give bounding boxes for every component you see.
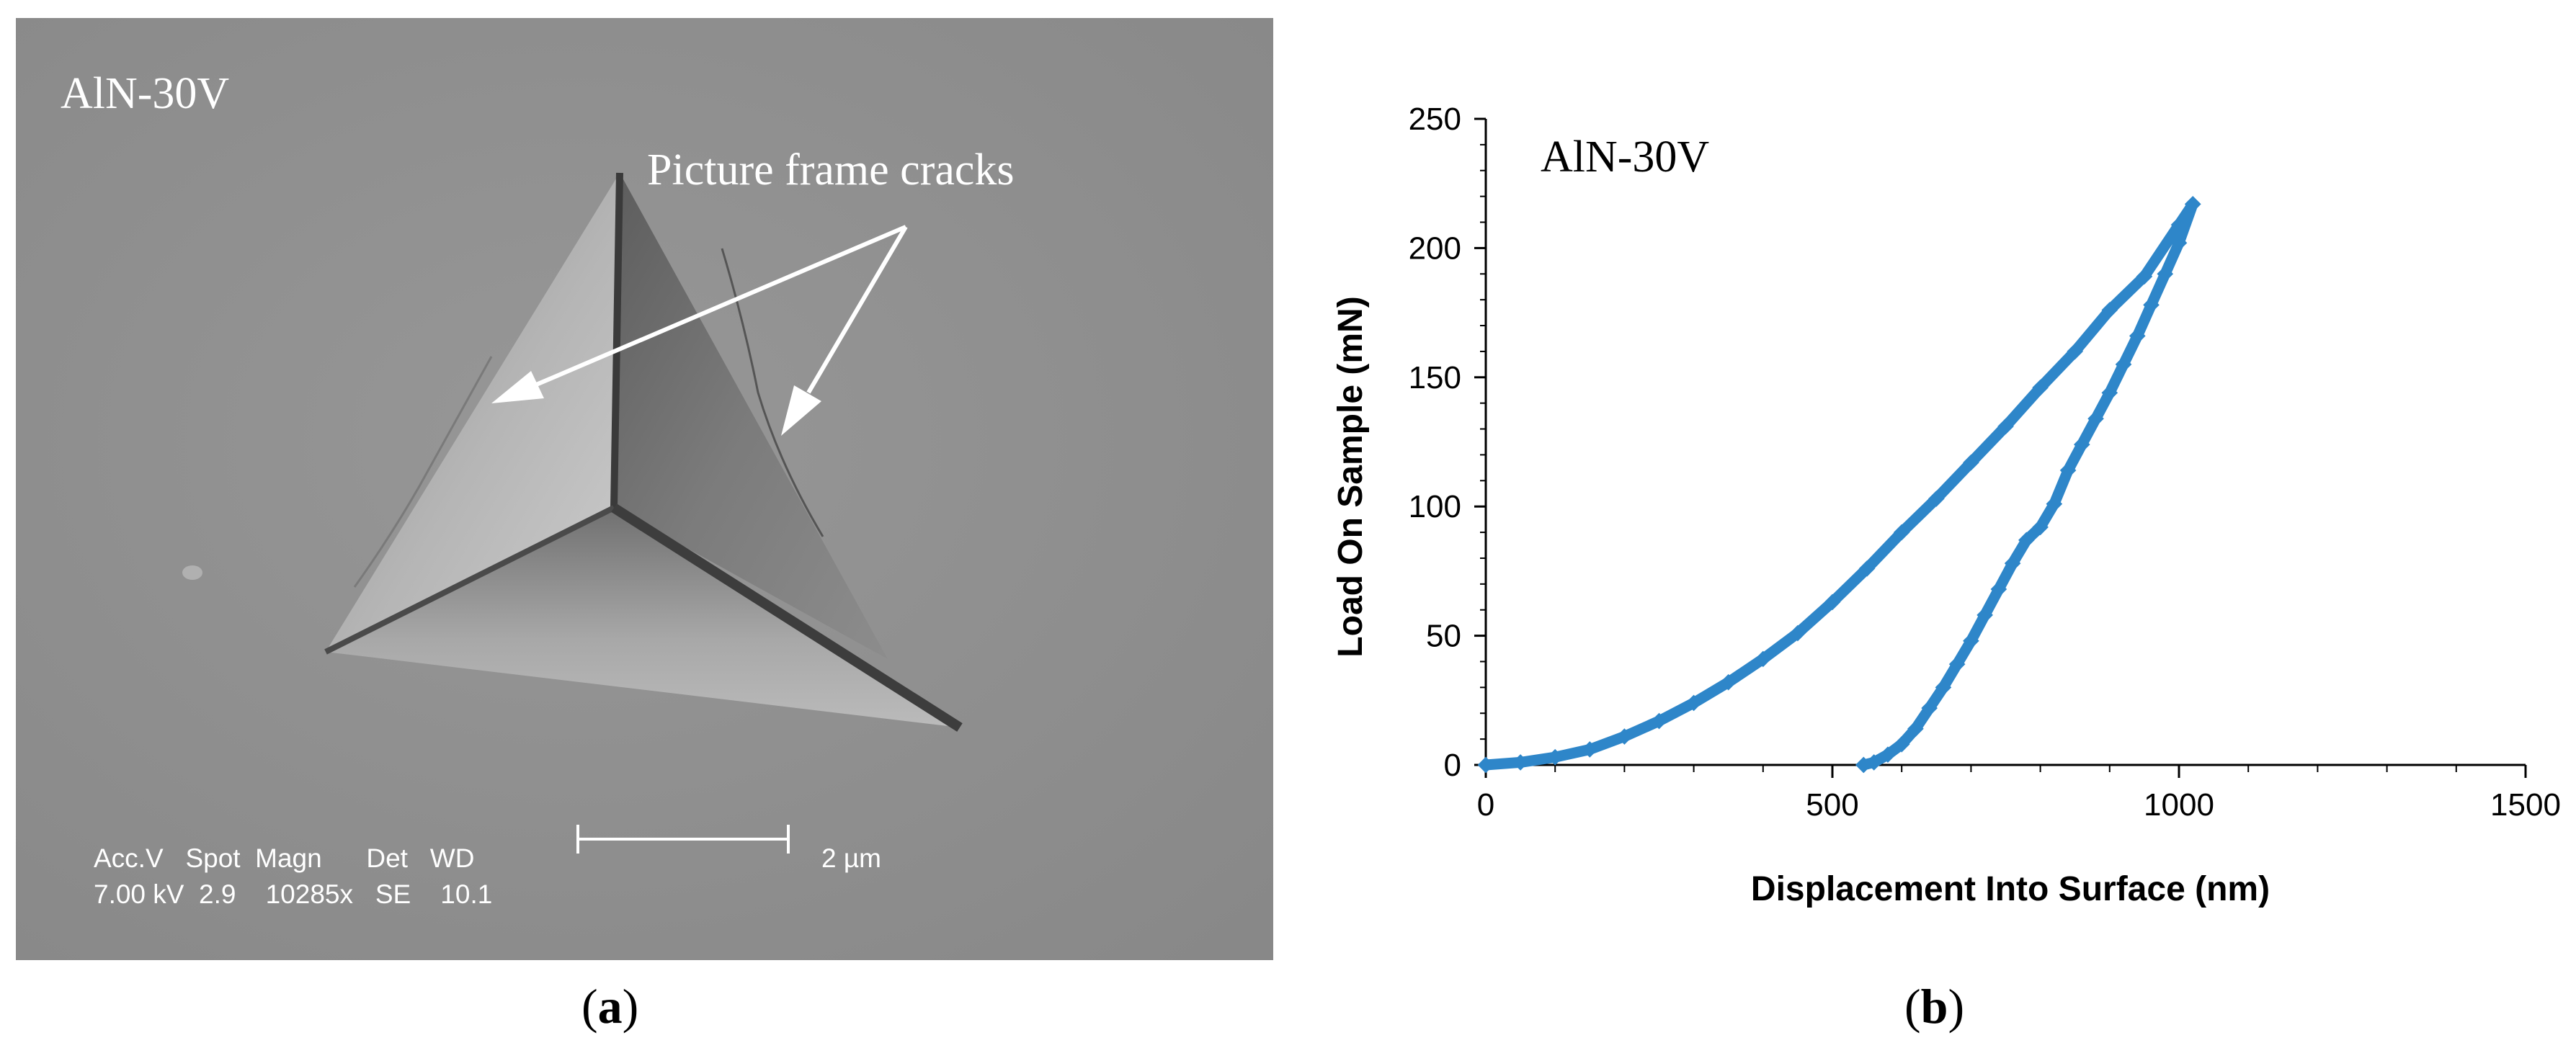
x-tick-label: 500 [1806,787,1858,823]
panel-a-caption: (a) [581,979,639,1034]
sem-sample-label: AlN-30V [61,69,230,118]
unloading-data-point [2004,555,2021,572]
y-tick-label: 0 [1444,748,1461,783]
loading-data-point [2067,343,2084,360]
unloading-data-point [2101,385,2118,401]
x-tick-label: 0 [1477,787,1494,823]
unloading-data-point [2032,519,2049,536]
y-tick-label: 200 [1409,230,1461,266]
loading-data-point [2136,268,2153,285]
unloading-data-point [1976,606,1993,624]
loading-data-point [1997,418,2014,435]
loading-data-point [2032,379,2049,396]
sem-micrograph-panel: AlN-30V Picture frame cracks Acc.V Spot … [16,18,1273,960]
unloading-data-point [1963,632,1979,650]
unloading-data-point [2184,196,2201,212]
unloading-data-point [2059,462,2077,479]
y-tick-label: 150 [1409,360,1461,395]
loading-data-point [1858,560,1876,577]
panel-b-caption: (b) [1904,979,1965,1034]
unloading-data-point [2018,532,2035,549]
sem-info-values: 7.00 kV 2.9 10285x SE 10.1 [94,879,493,909]
unloading-data-point [1879,746,1897,763]
sem-info-headers: Acc.V Spot Magn Det WD [94,843,475,873]
unloading-data-point [2170,234,2188,251]
y-axis-title: Load On Sample (mN) [1332,296,1370,657]
x-axis-title: Displacement Into Surface (nm) [1751,870,2270,908]
unloading-data-point [2115,356,2132,373]
loading-data-point [1963,454,1979,471]
crack-annotation-label: Picture frame cracks [647,145,1015,194]
x-tick-label: 1500 [2490,787,2561,823]
unloading-data-point [2046,496,2063,512]
unloading-data-point [2074,436,2090,453]
load-displacement-chart: 0 50 100 150 200 250 0 500 1000 1500 AlN-30V Disp… [1332,102,2561,908]
unloading-data-point [2087,410,2104,427]
loading-data-point [1546,748,1564,766]
loading-data-point [1581,741,1598,758]
loading-series-line [1480,198,2198,771]
unloading-data-point [2157,265,2174,282]
sem-micrograph-image [16,18,1273,960]
plot-area: 0 50 100 150 200 250 0 500 1000 1500 [1409,102,2561,823]
loading-data-point [1685,694,1702,712]
chart-sample-label: AlN-30V [1541,133,1709,182]
scale-bar-label: 2 µm [821,843,881,873]
loading-data-point [1651,712,1667,730]
unloading-data-point [1990,581,2007,598]
loading-data-point [2101,302,2118,318]
x-tick-label: 1000 [2144,787,2214,823]
unloading-series-line [1858,198,2198,771]
panel-a-letter: a [597,979,623,1034]
y-tick-label: 100 [1409,489,1461,524]
y-tick-label: 250 [1409,102,1461,137]
unloading-data-point [2129,328,2146,344]
panel-b-letter: b [1920,979,1948,1034]
loading-data-point [1477,756,1494,774]
unloading-data-point [2143,297,2160,313]
y-tick-label: 50 [1426,619,1461,654]
loading-data-point [1824,594,1841,611]
loading-data-point [1789,624,1806,642]
